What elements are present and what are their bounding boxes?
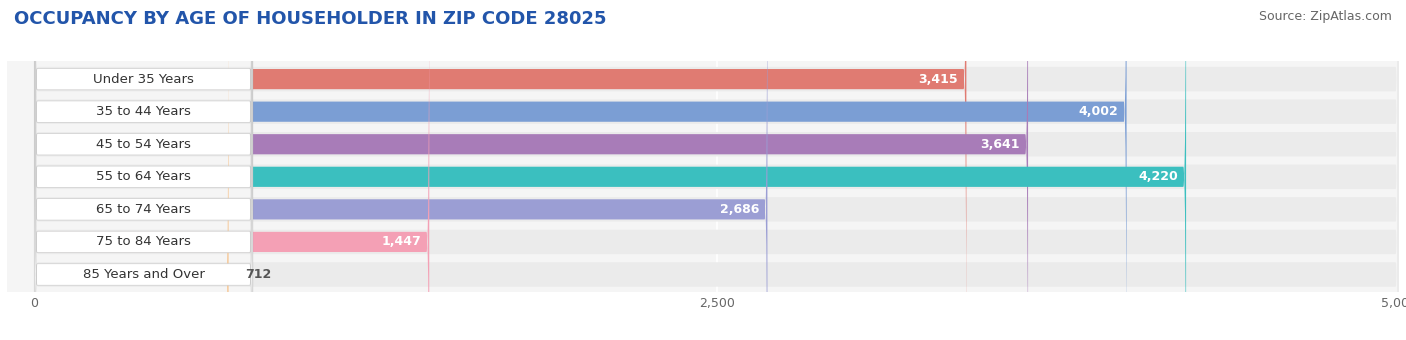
FancyBboxPatch shape [34, 0, 253, 340]
FancyBboxPatch shape [34, 0, 253, 340]
FancyBboxPatch shape [34, 0, 253, 340]
FancyBboxPatch shape [34, 0, 253, 340]
Text: 1,447: 1,447 [381, 235, 420, 249]
FancyBboxPatch shape [34, 0, 1399, 340]
FancyBboxPatch shape [34, 0, 1399, 340]
FancyBboxPatch shape [34, 0, 1028, 340]
Text: 45 to 54 Years: 45 to 54 Years [96, 138, 191, 151]
Text: 4,220: 4,220 [1137, 170, 1178, 183]
Text: 55 to 64 Years: 55 to 64 Years [96, 170, 191, 183]
FancyBboxPatch shape [34, 0, 1399, 340]
FancyBboxPatch shape [34, 0, 768, 340]
FancyBboxPatch shape [34, 0, 1187, 340]
Text: 4,002: 4,002 [1078, 105, 1118, 118]
Text: 65 to 74 Years: 65 to 74 Years [96, 203, 191, 216]
Text: OCCUPANCY BY AGE OF HOUSEHOLDER IN ZIP CODE 28025: OCCUPANCY BY AGE OF HOUSEHOLDER IN ZIP C… [14, 10, 606, 28]
Text: 3,641: 3,641 [980, 138, 1019, 151]
FancyBboxPatch shape [34, 0, 253, 340]
Text: 75 to 84 Years: 75 to 84 Years [96, 235, 191, 249]
Text: 3,415: 3,415 [918, 73, 959, 86]
FancyBboxPatch shape [34, 0, 1399, 340]
FancyBboxPatch shape [34, 0, 1399, 340]
Text: 2,686: 2,686 [720, 203, 759, 216]
Text: 85 Years and Over: 85 Years and Over [83, 268, 204, 281]
FancyBboxPatch shape [34, 0, 1399, 340]
Text: Under 35 Years: Under 35 Years [93, 73, 194, 86]
FancyBboxPatch shape [34, 0, 229, 340]
FancyBboxPatch shape [34, 0, 429, 340]
FancyBboxPatch shape [34, 0, 253, 340]
Text: 35 to 44 Years: 35 to 44 Years [96, 105, 191, 118]
FancyBboxPatch shape [34, 0, 1126, 340]
Text: 712: 712 [245, 268, 271, 281]
FancyBboxPatch shape [34, 0, 966, 340]
FancyBboxPatch shape [34, 0, 253, 340]
FancyBboxPatch shape [34, 0, 1399, 340]
Text: Source: ZipAtlas.com: Source: ZipAtlas.com [1258, 10, 1392, 23]
